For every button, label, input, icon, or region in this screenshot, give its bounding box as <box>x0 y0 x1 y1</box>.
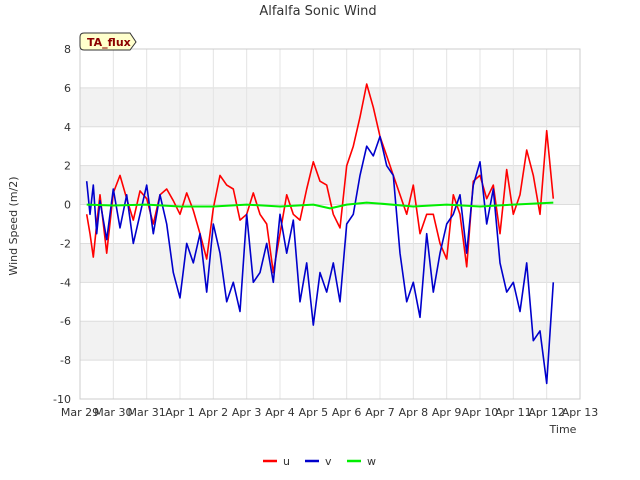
x-axis-label: Time <box>549 423 577 436</box>
legend-label-w: w <box>367 455 376 468</box>
x-tick-label: Mar 31 <box>128 406 166 419</box>
x-tick-label: Apr 5 <box>299 406 329 419</box>
y-tick-label: -8 <box>60 354 71 367</box>
x-tick-label: Apr 3 <box>232 406 262 419</box>
legend: u v w <box>263 455 376 468</box>
y-tick-label: -10 <box>53 393 71 406</box>
x-tick-label: Apr 6 <box>332 406 362 419</box>
x-tick-label: Apr 10 <box>462 406 499 419</box>
legend-label-u: u <box>283 455 290 468</box>
y-tick-label: 4 <box>64 121 71 134</box>
badge-label: TA_flux <box>87 36 131 49</box>
chart-title: Alfalfa Sonic Wind <box>259 4 376 19</box>
x-tick-label: Apr 9 <box>432 406 462 419</box>
y-tick-label: 2 <box>64 160 71 173</box>
x-tick-label: Apr 4 <box>265 406 295 419</box>
x-tick-label: Apr 13 <box>562 406 599 419</box>
series-layer <box>85 83 555 385</box>
x-tick-label: Apr 7 <box>365 406 395 419</box>
y-tick-label: 6 <box>64 82 71 95</box>
y-tick-label: -2 <box>60 237 71 250</box>
series-line-w <box>86 201 554 210</box>
y-axis-ticks: -10 -8 -6 -4 -2 0 2 4 6 8 <box>53 43 71 406</box>
x-tick-label: Apr 11 <box>495 406 532 419</box>
x-tick-label: Mar 29 <box>61 406 99 419</box>
x-tick-label: Apr 2 <box>199 406 229 419</box>
y-tick-label: -6 <box>60 315 71 328</box>
plot-border <box>79 48 581 400</box>
series-line-v <box>85 135 555 385</box>
x-tick-label: Mar 30 <box>94 406 132 419</box>
x-tick-label: Apr 8 <box>399 406 429 419</box>
plot-band <box>80 87 580 127</box>
ta-flux-badge: TA_flux <box>79 32 137 51</box>
y-tick-label: 8 <box>64 43 71 56</box>
badge-shape <box>79 32 137 51</box>
y-tick-label: -4 <box>60 276 71 289</box>
series-line-u <box>85 83 555 274</box>
y-axis-label: Wind Speed (m/2) <box>7 176 20 275</box>
plot-band <box>80 321 580 361</box>
x-tick-label: Apr 12 <box>528 406 565 419</box>
legend-label-v: v <box>325 455 332 468</box>
x-tick-label: Apr 1 <box>165 406 195 419</box>
y-tick-label: 0 <box>64 199 71 212</box>
